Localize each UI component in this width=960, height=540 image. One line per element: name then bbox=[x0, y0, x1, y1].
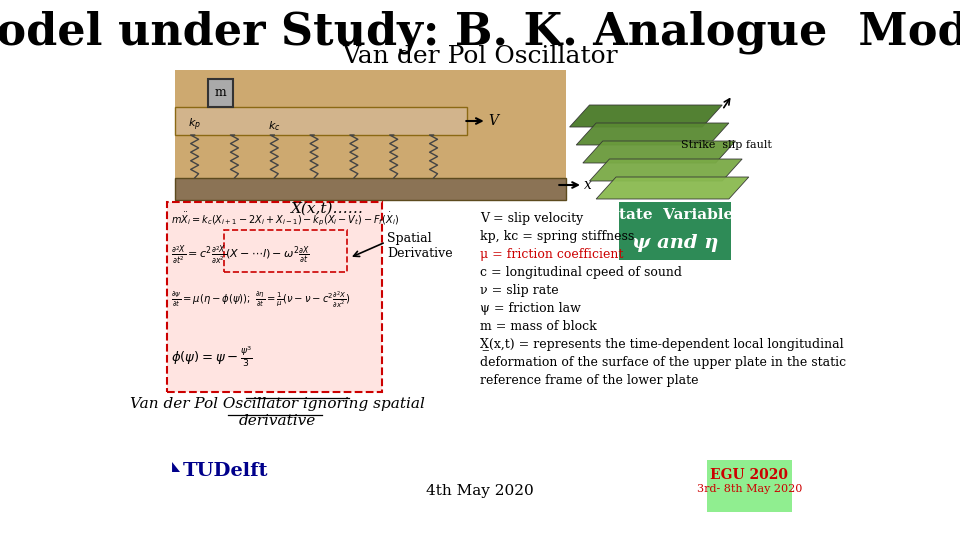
Text: derivative: derivative bbox=[239, 414, 316, 428]
Text: Strike  slip fault: Strike slip fault bbox=[682, 140, 772, 150]
Bar bbox=[167, 202, 382, 392]
Text: deformation of the surface of the upper plate in the static: deformation of the surface of the upper … bbox=[480, 356, 846, 369]
Polygon shape bbox=[172, 462, 180, 472]
Polygon shape bbox=[589, 159, 742, 181]
Text: State  Variables: State Variables bbox=[609, 208, 742, 222]
Text: 3rd- 8th May 2020: 3rd- 8th May 2020 bbox=[697, 484, 803, 494]
Text: V: V bbox=[488, 114, 498, 128]
Text: EGU 2020: EGU 2020 bbox=[710, 468, 788, 482]
Text: $k_p$: $k_p$ bbox=[188, 117, 202, 133]
Text: $m\ddot{X}_i = k_c(X_{i+1} - 2X_i + X_{i-1}) - k_p(X_i - V_t) - F_f(\dot{X}_i)$: $m\ddot{X}_i = k_c(X_{i+1} - 2X_i + X_{i… bbox=[171, 210, 399, 227]
Text: c = longitudinal cpeed of sound: c = longitudinal cpeed of sound bbox=[480, 266, 682, 279]
Polygon shape bbox=[569, 105, 722, 127]
Text: $\phi(\psi) = \psi - \frac{\psi^3}{3}$: $\phi(\psi) = \psi - \frac{\psi^3}{3}$ bbox=[171, 345, 252, 369]
Text: V = slip velocity: V = slip velocity bbox=[480, 212, 584, 225]
Bar bbox=[225, 230, 348, 272]
Text: m: m bbox=[215, 86, 227, 99]
Text: $\frac{\partial^2 X}{\partial t^2} = c^2\frac{\partial^2 X}{\partial x^2}(X - \c: $\frac{\partial^2 X}{\partial t^2} = c^2… bbox=[171, 245, 310, 266]
Text: $\frac{\partial\psi}{\partial t} = \mu(\eta - \phi(\psi));\ \frac{\partial\eta}{: $\frac{\partial\psi}{\partial t} = \mu(\… bbox=[171, 290, 350, 311]
Text: TUDelft: TUDelft bbox=[182, 462, 268, 480]
Bar bbox=[619, 202, 731, 260]
Text: ν = slip rate: ν = slip rate bbox=[480, 284, 559, 297]
Bar bbox=[175, 178, 566, 200]
Text: μ = friction coefficient: μ = friction coefficient bbox=[480, 248, 623, 261]
Polygon shape bbox=[596, 177, 749, 199]
Text: Spatial
Derivative: Spatial Derivative bbox=[387, 232, 453, 260]
Polygon shape bbox=[576, 123, 729, 145]
Bar bbox=[208, 79, 233, 107]
Text: X̲(x,t) = represents the time-dependent local longitudinal: X̲(x,t) = represents the time-dependent … bbox=[480, 338, 844, 351]
Bar bbox=[707, 460, 792, 512]
Text: 4th May 2020: 4th May 2020 bbox=[426, 484, 534, 498]
Text: reference frame of the lower plate: reference frame of the lower plate bbox=[480, 374, 699, 387]
Text: X(x,t)……: X(x,t)…… bbox=[291, 202, 364, 216]
Text: Model under Study: B. K. Analogue  Model: Model under Study: B. K. Analogue Model bbox=[0, 10, 960, 53]
Text: Van der Pol Oscillator: Van der Pol Oscillator bbox=[342, 45, 618, 68]
Text: m = mass of block: m = mass of block bbox=[480, 320, 597, 333]
Text: $k_c$: $k_c$ bbox=[268, 119, 280, 133]
Bar bbox=[175, 107, 467, 135]
Text: ψ = friction law: ψ = friction law bbox=[480, 302, 581, 315]
Polygon shape bbox=[583, 141, 735, 163]
Text: x: x bbox=[585, 178, 592, 192]
Text: Van der Pol Oscillator ignoring spatial: Van der Pol Oscillator ignoring spatial bbox=[131, 397, 425, 411]
Text: kp, kc = spring stiffness: kp, kc = spring stiffness bbox=[480, 230, 635, 243]
Text: ψ and η: ψ and η bbox=[632, 234, 718, 252]
Bar bbox=[175, 70, 566, 200]
